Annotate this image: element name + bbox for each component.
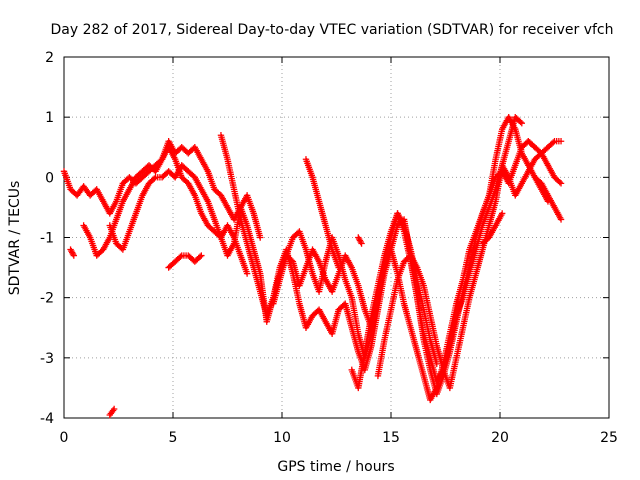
y-tick-label: 2 (45, 50, 54, 66)
y-tick-labels: -4 -3 -2 -1 0 1 2 (40, 50, 54, 427)
data-point (557, 138, 565, 145)
y-tick-label: -3 (40, 351, 54, 367)
data-point (517, 118, 524, 126)
x-tick-label: 0 (60, 430, 69, 446)
x-axis-label: GPS time / hours (277, 459, 394, 475)
data-point (198, 252, 205, 259)
data-point (196, 253, 204, 260)
data-point (358, 240, 365, 247)
data-point (110, 405, 118, 413)
x-tick-label: 20 (491, 430, 509, 446)
data-point (557, 216, 565, 223)
data-point (557, 180, 565, 187)
y-tick-label: -4 (40, 411, 54, 427)
y-tick-label: -1 (40, 231, 54, 247)
data-series-sdtvar (60, 113, 565, 419)
axis-ticks (63, 56, 610, 419)
data-point (288, 257, 295, 264)
grid-lines (64, 57, 609, 418)
x-tick-label: 15 (382, 430, 400, 446)
y-tick-label: -2 (40, 291, 54, 307)
y-axis-label: SDTVAR / TECUs (7, 181, 23, 296)
data-point (549, 139, 557, 146)
data-point (518, 119, 525, 127)
y-tick-label: 1 (45, 110, 54, 126)
x-tick-label: 25 (600, 430, 618, 446)
x-tick-labels: 0 5 10 15 20 25 (60, 430, 618, 446)
data-point (556, 178, 563, 186)
y-tick-label: 0 (45, 170, 54, 186)
data-point (257, 234, 264, 241)
x-tick-label: 5 (169, 430, 178, 446)
data-point (243, 270, 251, 277)
data-point (335, 264, 342, 271)
x-tick-label: 10 (273, 430, 291, 446)
data-point (177, 253, 184, 260)
data-point (151, 175, 158, 182)
data-point (498, 210, 506, 217)
data-point (70, 252, 78, 259)
chart-title: Day 282 of 2017, Sidereal Day-to-day VTE… (50, 22, 613, 38)
